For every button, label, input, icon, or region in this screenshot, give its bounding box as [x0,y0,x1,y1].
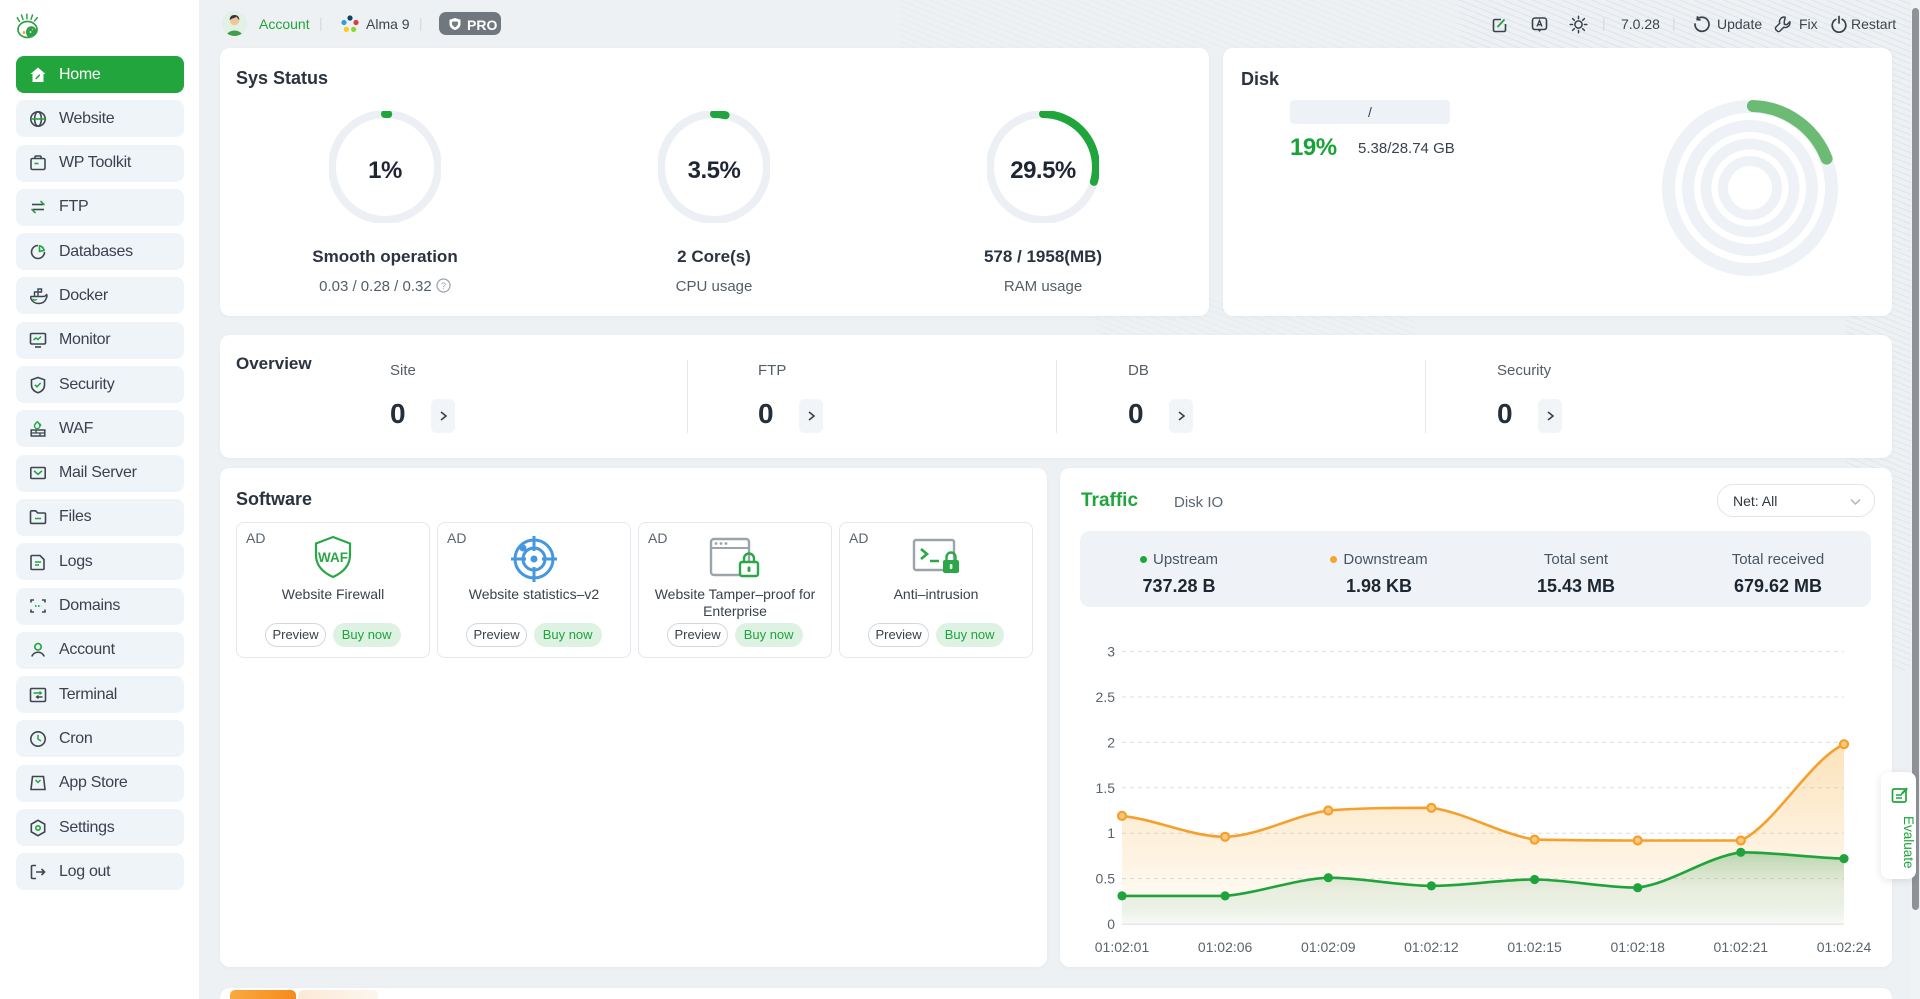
svg-text:01:02:24: 01:02:24 [1817,939,1872,955]
svg-text:2: 2 [1107,734,1115,750]
svg-text:01:02:06: 01:02:06 [1198,939,1253,955]
svg-text:0.5: 0.5 [1096,871,1116,887]
svg-text:01:02:09: 01:02:09 [1301,939,1356,955]
svg-text:3: 3 [1107,644,1115,660]
svg-text:01:02:18: 01:02:18 [1610,939,1665,955]
svg-text:0: 0 [1107,916,1115,932]
svg-text:1.5: 1.5 [1096,780,1116,796]
svg-text:01:02:01: 01:02:01 [1095,939,1150,955]
svg-text:01:02:15: 01:02:15 [1507,939,1562,955]
svg-text:2.5: 2.5 [1096,689,1116,705]
svg-text:?: ? [441,281,446,291]
svg-text:WAF: WAF [318,550,348,565]
svg-text:01:02:12: 01:02:12 [1404,939,1459,955]
svg-text:01:02:21: 01:02:21 [1714,939,1769,955]
svg-text:1: 1 [1107,825,1115,841]
